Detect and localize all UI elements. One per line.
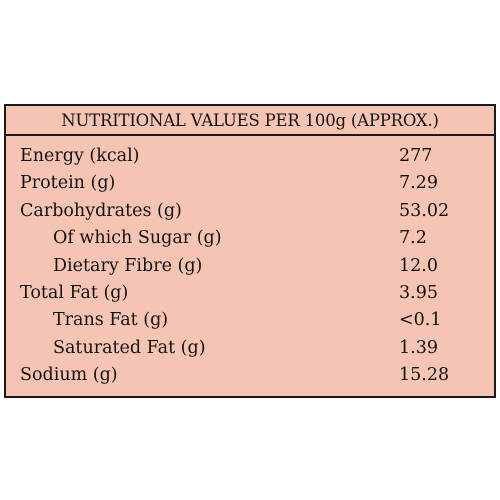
nutrient-value: <0.1: [399, 310, 442, 331]
row-trans-fat: Trans Fat (g) <0.1: [6, 307, 494, 334]
row-total-fat: Total Fat (g) 3.95: [6, 280, 494, 307]
row-sugar: Of which Sugar (g) 7.2: [6, 225, 494, 252]
nutrient-label: Trans Fat (g): [53, 310, 169, 331]
nutrient-label: Sodium (g): [20, 365, 118, 386]
nutrient-label: Dietary Fibre (g): [53, 255, 203, 276]
nutrient-label: Saturated Fat (g): [53, 337, 206, 358]
table-header: NUTRITIONAL VALUES PER 100g (APPROX.): [6, 106, 494, 136]
nutrient-label: Energy (kcal): [20, 146, 140, 166]
row-carbohydrates: Carbohydrates (g) 53.02: [6, 198, 494, 225]
nutrient-value: 1.39: [399, 337, 438, 358]
nutrient-value: 7.29: [399, 173, 438, 194]
row-saturated-fat: Saturated Fat (g) 1.39: [6, 335, 494, 362]
nutrient-value: 277: [399, 146, 433, 166]
nutrient-value: 15.28: [399, 365, 450, 386]
row-sodium: Sodium (g) 15.28: [6, 362, 494, 389]
nutrition-rows: Energy (kcal) 277 Protein (g) 7.29 Carbo…: [6, 136, 494, 390]
nutrient-value: 7.2: [399, 228, 427, 249]
row-protein: Protein (g) 7.29: [6, 170, 494, 197]
nutrient-value: 3.95: [399, 282, 438, 303]
table-title: NUTRITIONAL VALUES PER 100g (APPROX.): [61, 110, 439, 130]
row-dietary-fibre: Dietary Fibre (g) 12.0: [6, 253, 494, 280]
nutrient-label: Carbohydrates (g): [20, 200, 182, 221]
nutrition-table: NUTRITIONAL VALUES PER 100g (APPROX.) En…: [4, 104, 496, 398]
row-energy: Energy (kcal) 277: [6, 143, 494, 170]
nutrient-label: Of which Sugar (g): [53, 228, 222, 249]
nutrient-value: 53.02: [399, 200, 450, 221]
nutrient-label: Total Fat (g): [20, 282, 129, 303]
nutrient-label: Protein (g): [20, 173, 116, 194]
nutrient-value: 12.0: [399, 255, 438, 276]
